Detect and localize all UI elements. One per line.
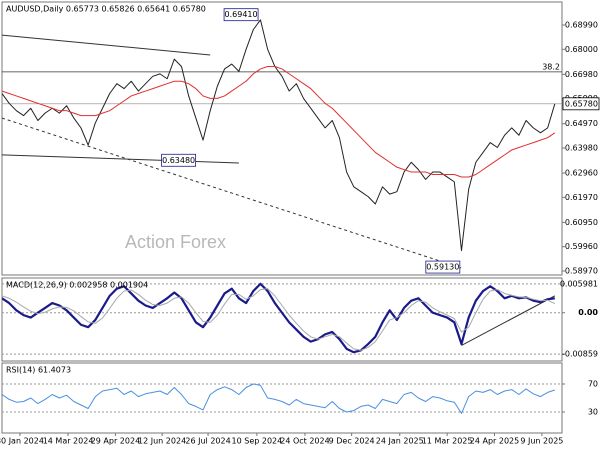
panel-frame <box>1 1 563 276</box>
y-tick-label: 0.63980 <box>565 144 598 153</box>
y-tick-label: 0.59960 <box>565 242 598 251</box>
y-tick-label: 0.62960 <box>565 169 598 178</box>
x-tick-label: 9 Jun 2025 <box>520 437 563 446</box>
panel-title: RSI(14) 61.4073 <box>6 366 71 375</box>
panel-frame <box>1 362 563 434</box>
annotation-box <box>425 260 461 274</box>
x-tick-label: 12 Jun 2024 <box>138 437 186 446</box>
price-tag-label: 0.65780 <box>565 99 598 108</box>
x-tick-label: 10 Sep 2024 <box>232 437 283 446</box>
series-line <box>2 383 555 414</box>
y-tick-label: 0.61970 <box>565 193 598 202</box>
y-tick-label: 0.68000 <box>565 45 598 54</box>
y-tick-label: 0.68990 <box>565 21 598 30</box>
annotation-box <box>223 8 259 22</box>
annotation-label: 0.63480 <box>162 156 195 165</box>
watermark: Action Forex <box>125 232 226 252</box>
y-tick-label: 0.60950 <box>565 218 598 227</box>
trend-line <box>461 295 556 346</box>
price-tag <box>562 97 600 111</box>
panel-title: AUDUSD,Daily 0.65773 0.65826 0.65641 0.6… <box>6 5 206 14</box>
x-tick-label: 24 Oct 2024 <box>280 437 329 446</box>
y-tick-label: 0.005981 <box>560 279 598 288</box>
trend-line <box>2 154 239 164</box>
panel-title: MACD(12,26,9) 0.002958 0.001904 <box>6 281 148 290</box>
x-tick-label: 30 Jan 2024 <box>0 437 44 446</box>
x-tick-label: 29 Apr 2024 <box>91 437 140 446</box>
plot-area <box>2 282 562 355</box>
y-tick-label: 30 <box>588 408 598 417</box>
x-tick-label: 9 Dec 2024 <box>329 437 375 446</box>
series-line <box>2 288 556 351</box>
x-tick-label: 24 Apr 2025 <box>470 437 519 446</box>
y-tick-label: 0.66980 <box>565 70 598 79</box>
annotation-label: 0.69410 <box>225 10 258 19</box>
y-tick-label: 0.00 <box>578 308 598 317</box>
series-line <box>2 282 555 354</box>
annotation-label: 0.59130 <box>426 263 459 272</box>
series-line <box>2 65 556 178</box>
trend-line <box>2 117 462 269</box>
x-tick-label: 24 Jan 2025 <box>376 437 424 446</box>
x-tick-label: 14 Mar 2024 <box>43 437 94 446</box>
y-tick-label: -0.00859 <box>562 350 598 359</box>
x-tick-label: 11 Mar 2025 <box>422 437 473 446</box>
y-tick-label: 0.64970 <box>565 119 598 128</box>
y-tick-label: 70 <box>588 380 598 389</box>
plot-area <box>2 19 562 269</box>
fib-level-label: 38.2 <box>542 62 560 71</box>
panel-frame <box>1 277 563 362</box>
trend-line <box>2 34 211 56</box>
plot-area <box>2 383 562 414</box>
y-tick-label: 0.58970 <box>565 266 598 275</box>
x-tick-label: 26 Jul 2024 <box>185 437 230 446</box>
annotation-box <box>161 153 197 167</box>
series-line <box>2 19 556 252</box>
